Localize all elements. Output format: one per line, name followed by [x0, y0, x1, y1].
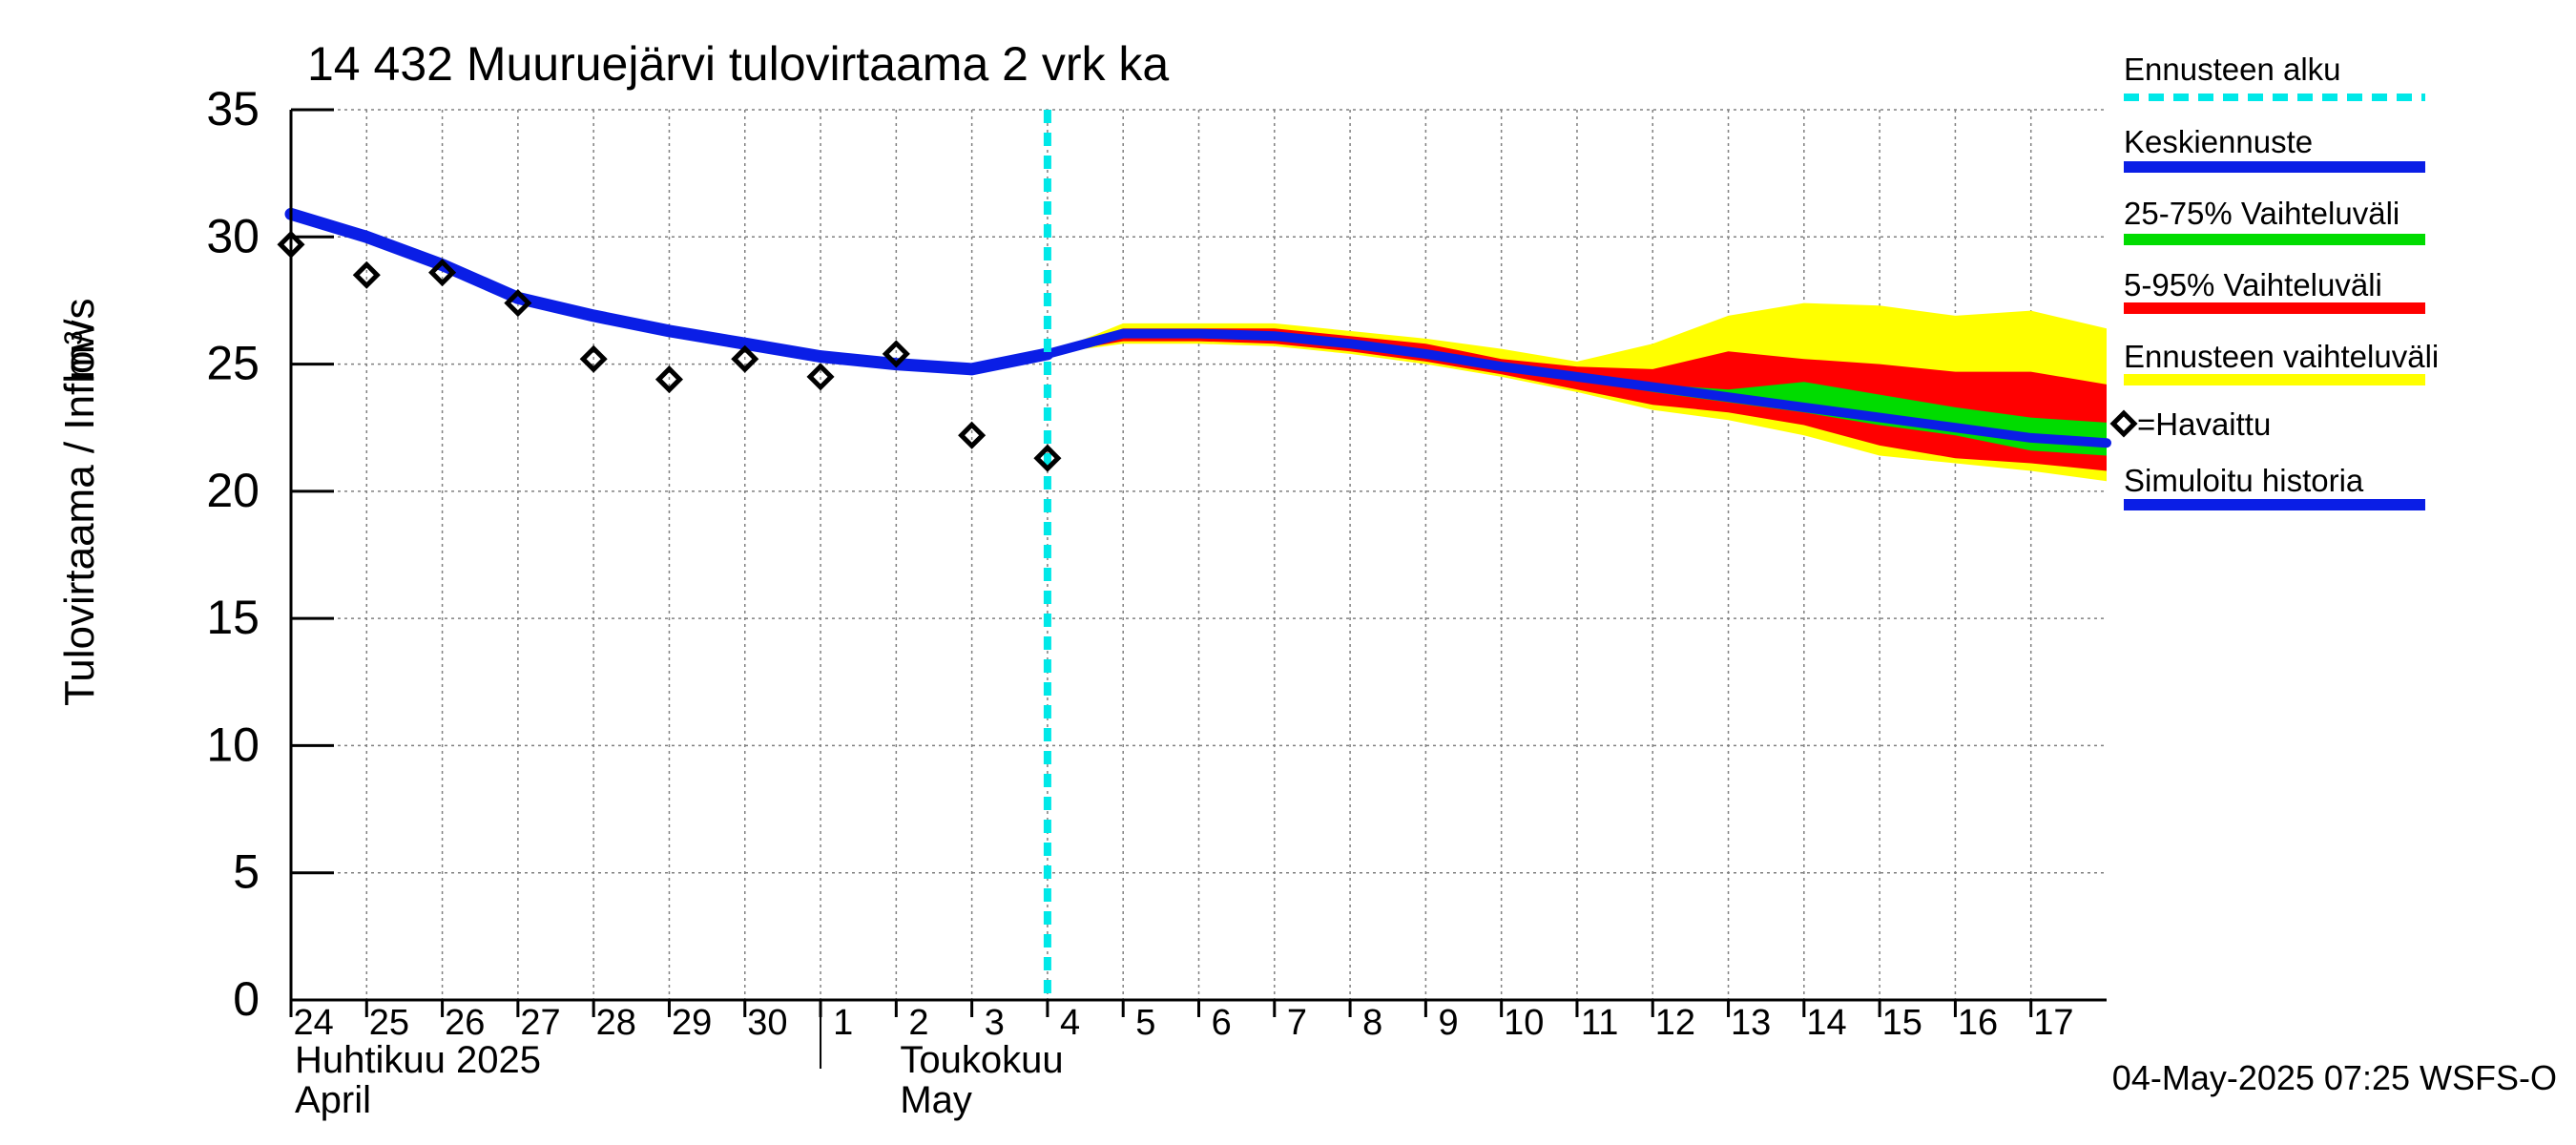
legend-label: 25-75% Vaihteluväli: [2124, 196, 2399, 231]
observed-marker: [731, 344, 759, 373]
observed-marker: [1033, 444, 1062, 472]
simulated-history-line: [284, 207, 1054, 376]
observed-marker: [806, 363, 835, 391]
observed-marker: [428, 259, 457, 287]
legend-label: Simuloitu historia: [2124, 463, 2364, 498]
y-axis-unit: m³/s: [56, 298, 103, 380]
observed-markers: [277, 230, 1062, 472]
x-tick-label: 14: [1806, 1003, 1846, 1043]
median-forecast-line: [1042, 328, 2111, 448]
forecast-bands: [1047, 302, 2107, 482]
x-tick-label: 9: [1438, 1003, 1458, 1043]
legend: Ennusteen alku Keskiennuste 25-75% Vaihtel…: [2109, 52, 2439, 510]
x-tick-label: 5: [1135, 1003, 1155, 1043]
y-tick-label: 30: [206, 209, 260, 262]
x-tick-label: 13: [1731, 1003, 1771, 1043]
x-tick-label: 27: [520, 1003, 560, 1043]
y-axis-label: Tulovirtaama / Inflow: [56, 320, 103, 706]
legend-label: Ennusteen alku: [2124, 52, 2341, 87]
observed-marker: [352, 260, 381, 289]
footer-timestamp: 04-May-2025 07:25 WSFS-O: [2112, 1058, 2557, 1097]
x-tick-label: 10: [1504, 1003, 1544, 1043]
month-label-en: May: [900, 1079, 972, 1121]
observed-marker: [958, 421, 987, 449]
x-tick-label: 16: [1958, 1003, 1998, 1043]
month-label-fi: Toukokuu: [900, 1039, 1063, 1081]
legend-label: Ennusteen vaihteluväli: [2124, 339, 2439, 374]
x-tick-label: 6: [1212, 1003, 1232, 1043]
x-tick-label: 28: [596, 1003, 636, 1043]
observed-marker: [579, 344, 608, 373]
y-tick-label: 15: [206, 591, 260, 644]
x-tick-label: 7: [1287, 1003, 1307, 1043]
y-tick-label: 20: [206, 464, 260, 517]
legend-label: =Havaittu: [2137, 406, 2271, 442]
observed-marker: [882, 340, 910, 368]
month-label-en: April: [295, 1079, 371, 1121]
x-tick-label: 1: [833, 1003, 853, 1043]
x-tick-label: 25: [369, 1003, 409, 1043]
x-tick-label: 2: [908, 1003, 928, 1043]
x-tick-label: 11: [1581, 1003, 1618, 1043]
x-tick-label: 30: [747, 1003, 787, 1043]
x-tick-label: 29: [672, 1003, 712, 1043]
series-lines: [284, 110, 2111, 1000]
x-tick-label: 3: [985, 1003, 1005, 1043]
x-tick-label: 15: [1882, 1003, 1922, 1043]
month-label-fi: Huhtikuu 2025: [295, 1039, 541, 1081]
y-tick-label: 10: [206, 718, 260, 771]
x-tick-label: 24: [294, 1003, 334, 1043]
x-tick-label: 4: [1060, 1003, 1080, 1043]
observed-marker: [654, 365, 683, 394]
band-full-range: [1047, 302, 2107, 482]
chart-title: 14 432 Muuruejärvi tulovirtaama 2 vrk ka: [307, 37, 1169, 91]
band-5-95: [1047, 328, 2107, 471]
x-tick-label: 17: [2033, 1003, 2073, 1043]
y-tick-label: 25: [206, 337, 260, 390]
observed-marker: [504, 289, 532, 318]
legend-marker-observed: [2109, 409, 2138, 438]
y-tick-label: 0: [233, 972, 260, 1026]
x-tick-label: 26: [445, 1003, 485, 1043]
x-tick-label: 8: [1362, 1003, 1382, 1043]
x-tick-label: 12: [1655, 1003, 1695, 1043]
legend-label: 5-95% Vaihteluväli: [2124, 267, 2382, 302]
y-tick-label: 35: [206, 82, 260, 135]
y-tick-label: 5: [233, 845, 260, 899]
legend-label: Keskiennuste: [2124, 124, 2313, 159]
band-25-75: [1047, 330, 2107, 456]
